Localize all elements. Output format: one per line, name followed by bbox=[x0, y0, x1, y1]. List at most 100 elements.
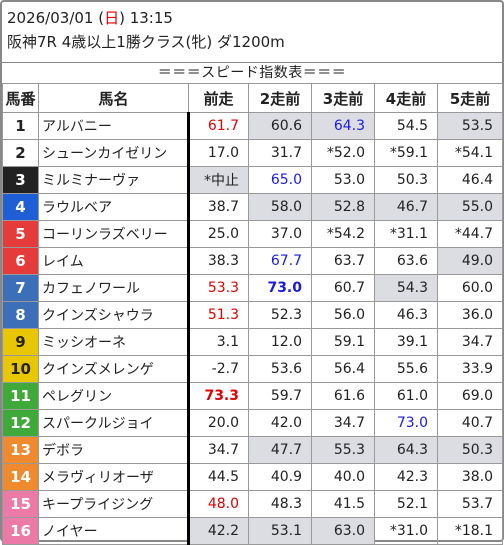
gate-number: 8 bbox=[2, 301, 39, 329]
speed-index-cell: 31.7 bbox=[248, 139, 312, 167]
speed-index-cell: 37.0 bbox=[248, 220, 312, 248]
horse-name: ラウルベア bbox=[38, 193, 189, 221]
speed-index-cell: 46.7 bbox=[374, 193, 438, 221]
header-row: 馬番 馬名 前走 2走前 3走前 4走前 5走前 bbox=[2, 83, 503, 113]
horse-name: キープライジング bbox=[38, 490, 189, 518]
horse-row: 4 ラウルベア 38.7 58.0 52.8 46.7 55.0 bbox=[2, 193, 503, 221]
speed-index-cell: 50.3 bbox=[374, 166, 438, 194]
horse-name: クインズシャウラ bbox=[38, 301, 189, 329]
speed-index-cell: 38.0 bbox=[437, 463, 503, 491]
horse-name: ノイヤー bbox=[38, 517, 189, 545]
speed-index-cell: 40.7 bbox=[437, 409, 503, 437]
horse-name: カフェノワール bbox=[38, 274, 189, 302]
speed-index-cell: 48.3 bbox=[248, 490, 312, 518]
speed-index-cell: 48.0 bbox=[187, 490, 249, 518]
horse-row: 12 スパークルジョイ 20.0 42.0 34.7 73.0 40.7 bbox=[2, 409, 503, 437]
speed-index-cell: 61.7 bbox=[187, 112, 249, 140]
speed-index-cell: *中止 bbox=[187, 166, 249, 194]
speed-index-cell: 17.0 bbox=[187, 139, 249, 167]
speed-index-cell: 55.3 bbox=[311, 436, 375, 464]
speed-index-cell: 64.3 bbox=[374, 436, 438, 464]
horse-row: 14 メラヴィリオーザ 44.5 40.9 40.0 42.3 38.0 bbox=[2, 463, 503, 491]
horse-row: 5 コーリンラズベリー 25.0 37.0 *54.2 *31.1 *44.7 bbox=[2, 220, 503, 248]
gate-number: 16 bbox=[2, 517, 39, 545]
column-header: 3走前 bbox=[311, 83, 375, 113]
speed-index-cell: 36.0 bbox=[437, 301, 503, 329]
race-datetime: 2026/03/01 (日) 13:15 bbox=[7, 9, 173, 27]
horse-name: ミッシオーネ bbox=[38, 328, 189, 356]
speed-index-cell: 52.8 bbox=[311, 193, 375, 221]
speed-index-cell: 61.6 bbox=[311, 382, 375, 410]
speed-index-cell: 3.1 bbox=[187, 328, 249, 356]
horse-name: レイム bbox=[38, 247, 189, 275]
speed-index-cell: 53.6 bbox=[248, 355, 312, 383]
gate-number: 9 bbox=[2, 328, 39, 356]
speed-index-cell: 69.0 bbox=[437, 382, 503, 410]
gate-number: 15 bbox=[2, 490, 39, 518]
speed-index-cell: 55.0 bbox=[437, 193, 503, 221]
gate-number: 3 bbox=[2, 166, 39, 194]
gate-number: 5 bbox=[2, 220, 39, 248]
speed-index-cell: 38.7 bbox=[187, 193, 249, 221]
horse-row: 9 ミッシオーネ 3.1 12.0 59.1 39.1 34.7 bbox=[2, 328, 503, 356]
speed-index-cell: 63.0 bbox=[311, 517, 375, 545]
speed-index-cell: 52.1 bbox=[374, 490, 438, 518]
speed-index-cell: 53.3 bbox=[187, 274, 249, 302]
gate-number: 6 bbox=[2, 247, 39, 275]
speed-index-cell: *54.1 bbox=[437, 139, 503, 167]
horse-name: アルバニー bbox=[38, 112, 189, 140]
horse-row: 3 ミルミナーヴァ *中止 65.0 53.0 50.3 46.4 bbox=[2, 166, 503, 194]
speed-index-cell: 54.5 bbox=[374, 112, 438, 140]
horse-name: スパークルジョイ bbox=[38, 409, 189, 437]
speed-index-cell: *59.1 bbox=[374, 139, 438, 167]
column-header: 4走前 bbox=[374, 83, 438, 113]
speed-index-cell: 40.9 bbox=[248, 463, 312, 491]
speed-index-table: 馬番 馬名 前走 2走前 3走前 4走前 5走前 1 アルバニー 61.7 60.6 64.3 54.… bbox=[2, 83, 503, 545]
speed-index-cell: 73.3 bbox=[187, 382, 249, 410]
column-header: 5走前 bbox=[437, 83, 503, 113]
horse-row: 16 ノイヤー 42.2 53.1 63.0 *31.0 *18.1 bbox=[2, 517, 503, 545]
speed-index-cell: 42.3 bbox=[374, 463, 438, 491]
gate-number: 10 bbox=[2, 355, 39, 383]
gate-number: 2 bbox=[2, 139, 39, 167]
speed-index-cell: 47.7 bbox=[248, 436, 312, 464]
column-header: 前走 bbox=[188, 83, 249, 113]
horse-row: 11 ペレグリン 73.3 59.7 61.6 61.0 69.0 bbox=[2, 382, 503, 410]
horse-row: 8 クインズシャウラ 51.3 52.3 56.0 46.3 36.0 bbox=[2, 301, 503, 329]
horse-name: シューンカイゼリン bbox=[38, 139, 189, 167]
speed-index-cell: 52.3 bbox=[248, 301, 312, 329]
speed-index-cell: *52.0 bbox=[311, 139, 375, 167]
speed-index-cell: 59.1 bbox=[311, 328, 375, 356]
speed-index-cell: 46.3 bbox=[374, 301, 438, 329]
speed-index-cell: 39.1 bbox=[374, 328, 438, 356]
speed-index-cell: 60.0 bbox=[437, 274, 503, 302]
column-header: 2走前 bbox=[248, 83, 312, 113]
horse-row: 6 レイム 38.3 67.7 63.7 63.6 49.0 bbox=[2, 247, 503, 275]
speed-index-cell: 42.0 bbox=[248, 409, 312, 437]
speed-index-cell: 65.0 bbox=[248, 166, 312, 194]
gate-number: 13 bbox=[2, 436, 39, 464]
column-header: 馬番 bbox=[2, 83, 39, 113]
speed-index-cell: 61.0 bbox=[374, 382, 438, 410]
speed-index-cell: 46.4 bbox=[437, 166, 503, 194]
speed-index-cell: 40.0 bbox=[311, 463, 375, 491]
horse-name: コーリンラズベリー bbox=[38, 220, 189, 248]
speed-index-cell: 42.2 bbox=[187, 517, 249, 545]
speed-index-cell: 50.3 bbox=[437, 436, 503, 464]
speed-index-cell: 64.3 bbox=[311, 112, 375, 140]
column-header: 馬名 bbox=[38, 83, 189, 113]
speed-index-cell: 34.7 bbox=[311, 409, 375, 437]
speed-index-cell: 53.5 bbox=[437, 112, 503, 140]
speed-index-cell: 60.7 bbox=[311, 274, 375, 302]
horse-name: メラヴィリオーザ bbox=[38, 463, 189, 491]
speed-index-cell: 73.0 bbox=[248, 274, 312, 302]
speed-index-cell: 53.0 bbox=[311, 166, 375, 194]
weekday-label: 日 bbox=[104, 9, 120, 27]
speed-index-cell: 58.0 bbox=[248, 193, 312, 221]
speed-index-cell: 34.7 bbox=[187, 436, 249, 464]
speed-index-cell: 33.9 bbox=[437, 355, 503, 383]
speed-index-cell: *18.1 bbox=[437, 517, 503, 545]
horse-row: 2 シューンカイゼリン 17.0 31.7 *52.0 *59.1 *54.1 bbox=[2, 139, 503, 167]
speed-index-cell: 25.0 bbox=[187, 220, 249, 248]
